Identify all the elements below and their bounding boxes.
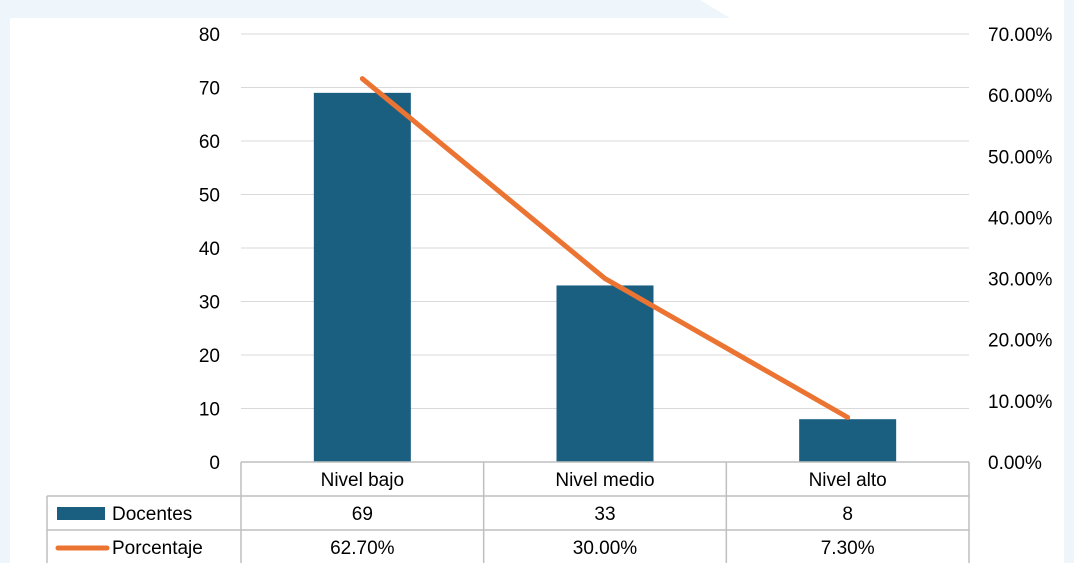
right-axis-tick-label: 60.00% (988, 86, 1053, 107)
background-band (0, 0, 730, 18)
background-edge-left (0, 0, 10, 563)
right-axis-tick-label: 30.00% (988, 270, 1053, 291)
bar-series (313, 92, 897, 462)
right-axis-tick-label: 50.00% (988, 147, 1053, 168)
data-table: Nivel bajo Nivel medio Nivel alto Docentes 6… (46, 461, 970, 563)
left-axis-tick-label: 70 (199, 79, 220, 100)
table-cell-value: 69 (352, 504, 373, 525)
right-axis-tick-label: 10.00% (988, 392, 1053, 413)
bar-docentes (556, 285, 654, 462)
table-cell-value: 7.30% (821, 538, 875, 559)
legend-key-bar (57, 507, 105, 520)
table-cell-value: 8 (842, 504, 853, 525)
table-cell-value: 30.00% (573, 538, 638, 559)
line-series (359, 76, 851, 420)
left-axis-tick-label: 60 (199, 132, 220, 153)
left-axis: 0 10 20 30 40 50 60 70 80 (199, 25, 220, 474)
right-axis-tick-label: 40.00% (988, 208, 1053, 229)
right-axis-tick-label: 0.00% (988, 453, 1042, 474)
bar-docentes (799, 419, 897, 462)
background-edge-right (1064, 0, 1074, 563)
left-axis-tick-label: 30 (199, 293, 220, 314)
right-axis: 0.00% 10.00% 20.00% 30.00% 40.00% 50.00% 60.00… (988, 25, 1053, 474)
category-label: Nivel alto (809, 470, 887, 491)
table-cell-value: 33 (594, 504, 615, 525)
right-axis-tick-label: 20.00% (988, 331, 1053, 352)
left-axis-tick-label: 0 (209, 453, 220, 474)
legend-series-name: Porcentaje (112, 538, 203, 559)
left-axis-tick-label: 10 (199, 400, 220, 421)
left-axis-tick-label: 50 (199, 186, 220, 207)
category-label: Nivel medio (555, 470, 654, 491)
table-cell-value: 62.70% (330, 538, 395, 559)
legend-series-name: Docentes (112, 504, 192, 525)
left-axis-tick-label: 80 (199, 25, 220, 46)
category-label: Nivel bajo (321, 470, 404, 491)
left-axis-tick-label: 20 (199, 346, 220, 367)
left-axis-tick-label: 40 (199, 239, 220, 260)
bar-docentes (313, 92, 411, 462)
right-axis-tick-label: 70.00% (988, 25, 1053, 46)
